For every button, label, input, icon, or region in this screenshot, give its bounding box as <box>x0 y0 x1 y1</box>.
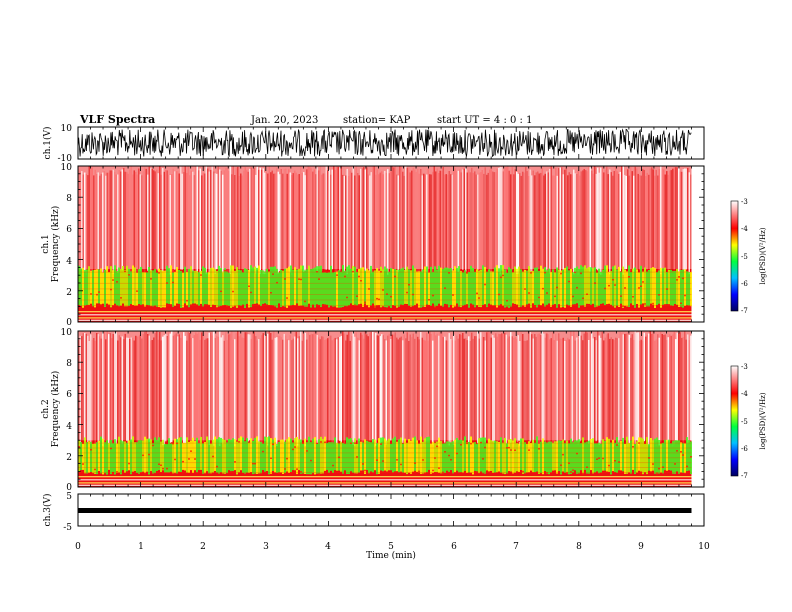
ch1-waveform-trace <box>77 128 692 158</box>
ch2-spectrogram-ylabel: Frequency (kHz) <box>50 371 61 448</box>
ch2-cb-tick-m4: -4 <box>741 390 748 398</box>
ch3-waveform-panel: 5 -5 ch.3(V) <box>42 492 705 533</box>
xtick-2: 2 <box>200 542 206 552</box>
ch1-waveform-panel: 10 -10 ch.1(V) <box>42 124 705 164</box>
ch1-spectrogram-image <box>78 166 692 322</box>
x-axis-label: Time (min) <box>366 550 416 561</box>
ch1-cb-tick-m7: -7 <box>741 307 748 315</box>
ch1-ytick-bottom: -10 <box>58 154 73 164</box>
ch2-ftick-0: 0 <box>66 483 72 493</box>
ch2-ftick-6: 6 <box>66 390 72 400</box>
xtick-8: 8 <box>576 542 582 552</box>
xtick-10: 10 <box>698 542 710 552</box>
ch1-ftick-0: 0 <box>66 318 72 328</box>
ch3-ytick-top: 5 <box>66 492 72 502</box>
ch1-ftick-6: 6 <box>66 225 72 235</box>
ch1-cb-tick-m5: -5 <box>741 253 748 261</box>
start-ut-label: start UT = 4 : 0 : 1 <box>437 115 532 126</box>
ch2-cb-tick-m5: -5 <box>741 418 748 426</box>
ch1-colorbar: -3 -4 -5 -6 -7 log(PSD)(V²/Hz) <box>730 198 767 315</box>
ch2-spectrogram-image <box>78 331 692 487</box>
ch2-colorbar-bar <box>730 365 739 477</box>
ch1-colorbar-label: log(PSD)(V²/Hz) <box>759 227 767 284</box>
ch1-cb-tick-m3: -3 <box>741 198 748 206</box>
ch3-waveform-ylabel: ch.3(V) <box>42 494 53 527</box>
xtick-5: 5 <box>388 542 394 552</box>
ch3-ytick-bottom: -5 <box>63 523 72 533</box>
x-tick-labels: 0 1 2 3 4 5 6 7 8 9 10 <box>75 542 710 552</box>
ch1-cb-tick-m4: -4 <box>741 225 748 233</box>
ch2-ftick-8: 8 <box>66 359 72 369</box>
ch1-cb-tick-m6: -6 <box>741 280 748 288</box>
ch2-cb-tick-m3: -3 <box>741 363 748 371</box>
ch2-ftick-10: 10 <box>61 328 73 338</box>
ch2-colorbar: -3 -4 -5 -6 -7 log(PSD)(V²/Hz) <box>730 363 767 480</box>
ch1-spectrogram-chlabel: ch.1 <box>41 234 51 253</box>
xtick-9: 9 <box>638 542 644 552</box>
ch2-colorbar-label: log(PSD)(V²/Hz) <box>759 392 767 449</box>
ch3-waveform-trace <box>78 508 692 513</box>
ch1-ftick-8: 8 <box>66 194 72 204</box>
ch2-cb-tick-m7: -7 <box>741 472 748 480</box>
xtick-0: 0 <box>75 542 81 552</box>
ch2-ftick-4: 4 <box>66 422 72 432</box>
ch1-waveform-ylabel: ch.1(V) <box>42 127 53 160</box>
xtick-3: 3 <box>263 542 269 552</box>
xtick-6: 6 <box>451 542 457 552</box>
ch1-ftick-2: 2 <box>66 288 72 298</box>
ch1-ytick-top: 10 <box>61 124 73 134</box>
xtick-1: 1 <box>138 542 144 552</box>
ch1-spectrogram-ylabel: Frequency (kHz) <box>50 206 61 283</box>
xtick-7: 7 <box>513 542 519 552</box>
ch2-cb-tick-m6: -6 <box>741 445 748 453</box>
xtick-4: 4 <box>325 542 331 552</box>
ch2-ftick-2: 2 <box>66 453 72 463</box>
ch1-spectrogram-panel: 10 8 6 4 2 0 ch.1 Frequency (kHz) <box>41 163 705 328</box>
x-tick-marks <box>77 127 705 526</box>
ch1-ftick-4: 4 <box>66 257 72 267</box>
ch1-colorbar-bar <box>730 200 739 312</box>
figure-title: VLF Spectra <box>79 113 155 126</box>
ch2-spectrogram-panel: 10 8 6 4 2 0 ch.2 Frequency (kHz) <box>41 328 705 493</box>
date-label: Jan. 20, 2023 <box>250 115 318 126</box>
ch1-ftick-10: 10 <box>61 163 73 173</box>
station-label: station= KAP <box>343 115 411 126</box>
ch2-spectrogram-chlabel: ch.2 <box>41 399 51 418</box>
